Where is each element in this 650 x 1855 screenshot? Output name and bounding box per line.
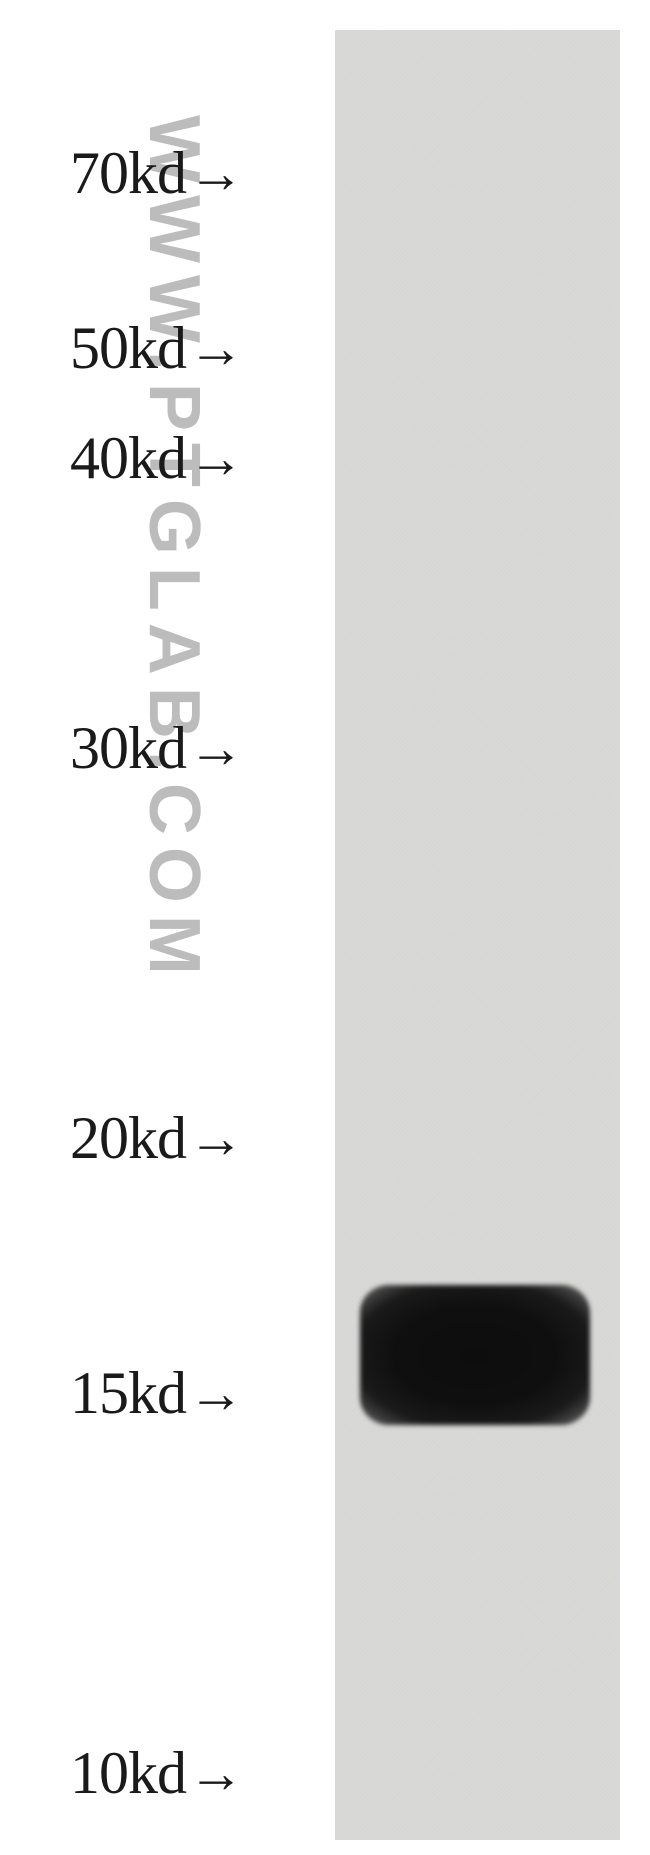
arrow-right-icon: →	[188, 427, 244, 491]
arrow-right-icon: →	[188, 317, 244, 381]
mw-label: 40kd	[70, 424, 186, 493]
arrow-right-icon: →	[188, 142, 244, 206]
mw-marker-70kd: 70kd →	[70, 139, 244, 208]
protein-band	[360, 1285, 590, 1425]
mw-label: 10kd	[70, 1739, 186, 1808]
mw-label: 70kd	[70, 139, 186, 208]
blot-container: WWW.PTGLAB.COM 70kd → 50kd → 40kd → 30kd…	[0, 0, 650, 1855]
mw-marker-40kd: 40kd →	[70, 424, 244, 493]
arrow-right-icon: →	[188, 1107, 244, 1171]
mw-marker-50kd: 50kd →	[70, 314, 244, 383]
arrow-right-icon: →	[188, 1742, 244, 1806]
mw-label: 20kd	[70, 1104, 186, 1173]
arrow-right-icon: →	[188, 1362, 244, 1426]
mw-label: 50kd	[70, 314, 186, 383]
mw-label: 15kd	[70, 1359, 186, 1428]
blot-lane	[335, 30, 620, 1840]
mw-marker-30kd: 30kd →	[70, 714, 244, 783]
mw-marker-15kd: 15kd →	[70, 1359, 244, 1428]
arrow-right-icon: →	[188, 717, 244, 781]
mw-marker-20kd: 20kd →	[70, 1104, 244, 1173]
watermark-text: WWW.PTGLAB.COM	[133, 115, 215, 987]
mw-marker-10kd: 10kd →	[70, 1739, 244, 1808]
mw-label: 30kd	[70, 714, 186, 783]
